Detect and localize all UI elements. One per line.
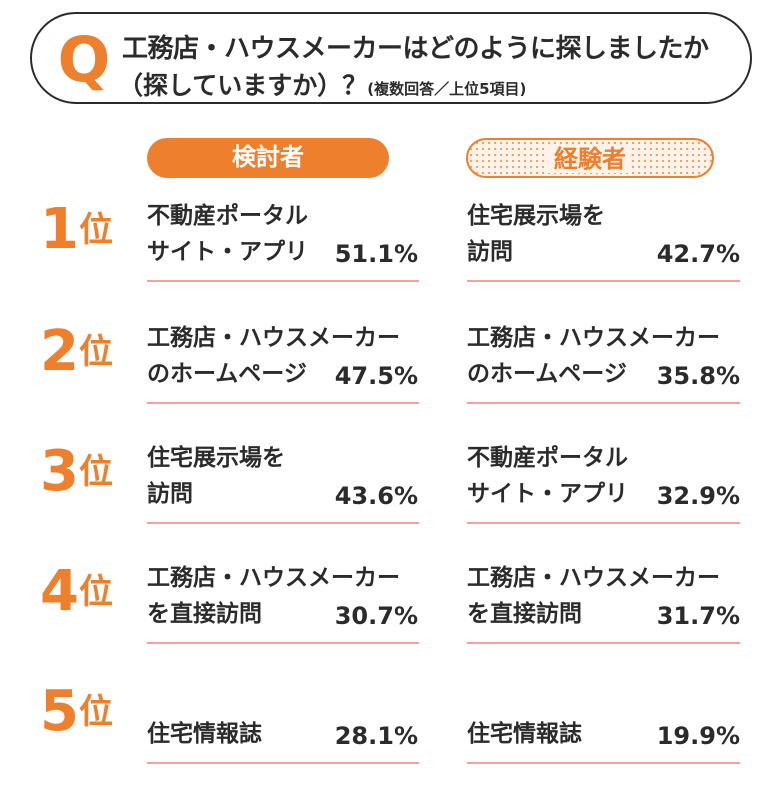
item-label-line2: 訪問: [147, 481, 193, 507]
item-label-line1: 工務店・ハウスメーカー: [147, 325, 400, 351]
rank-number: 1: [40, 197, 79, 262]
item-percentage: 30.7%: [334, 602, 418, 630]
rank-number: 4: [40, 559, 79, 624]
item-percentage: 47.5%: [334, 362, 418, 390]
rank-row-5: 5位 住宅情報誌 28.1% 住宅情報誌 19.9%: [0, 678, 768, 785]
item-label-line1: 住宅展示場を: [467, 203, 605, 229]
item-label-line2: のホームページ: [147, 361, 307, 387]
item-percentage: 19.9%: [656, 722, 740, 750]
rank-suffix: 位: [78, 452, 113, 492]
rank-number: 3: [40, 439, 79, 504]
item-label-line1: 工務店・ハウスメーカー: [467, 565, 720, 591]
question-note: (複数回答／上位5項目): [367, 80, 527, 98]
item-label-line2: を直接訪問: [467, 601, 582, 627]
rank-label: 2位: [40, 320, 136, 400]
column-header-experienced: 経験者: [466, 138, 714, 178]
rank-label: 4位: [40, 560, 136, 640]
row-divider: [147, 642, 419, 644]
row-divider: [467, 402, 740, 404]
rank-number: 5: [40, 679, 79, 744]
item-label-line2: 住宅情報誌: [467, 721, 582, 747]
item-label-line2: サイト・アプリ: [147, 239, 308, 265]
question-subtitle-text: （探していますか）？: [118, 71, 368, 100]
column-header-considering: 検討者: [147, 138, 389, 178]
rank-suffix: 位: [78, 572, 113, 612]
item-label-line1: 住宅展示場を: [147, 445, 285, 471]
item-percentage: 51.1%: [334, 240, 418, 268]
row-divider: [467, 522, 740, 524]
rank-row-2: 2位 工務店・ハウスメーカー のホームページ 47.5% 工務店・ハウスメーカー…: [0, 318, 768, 438]
row-divider: [147, 522, 419, 524]
item-label-line1: 不動産ポータル: [147, 203, 308, 229]
item-percentage: 35.8%: [656, 362, 740, 390]
column-header-experienced-label: 経験者: [548, 145, 632, 173]
row-divider: [467, 280, 740, 282]
item-percentage: 32.9%: [656, 482, 740, 510]
item-label-line1: 工務店・ハウスメーカー: [147, 565, 400, 591]
question-box: Q 工務店・ハウスメーカーはどのように探しましたか （探していますか）？(複数回…: [30, 12, 752, 104]
item-label-line2: サイト・アプリ: [467, 481, 628, 507]
row-divider: [467, 642, 740, 644]
rank-number: 2: [40, 319, 79, 384]
rank-label: 5位: [40, 680, 136, 760]
question-subtitle: （探していますか）？(複数回答／上位5項目): [118, 66, 526, 102]
item-percentage: 31.7%: [656, 602, 740, 630]
item-label-line2: 住宅情報誌: [147, 721, 262, 747]
rank-suffix: 位: [78, 692, 113, 732]
rank-label: 3位: [40, 440, 136, 520]
rank-row-3: 3位 住宅展示場を 訪問 43.6% 不動産ポータル サイト・アプリ 32.9%: [0, 438, 768, 558]
row-divider: [467, 762, 740, 764]
row-divider: [147, 280, 419, 282]
rank-row-4: 4位 工務店・ハウスメーカー を直接訪問 30.7% 工務店・ハウスメーカー を…: [0, 558, 768, 678]
rank-label: 1位: [40, 198, 136, 278]
item-label-line1: 不動産ポータル: [467, 445, 628, 471]
row-divider: [147, 402, 419, 404]
item-label-line1: 工務店・ハウスメーカー: [467, 325, 720, 351]
item-percentage: 42.7%: [656, 240, 740, 268]
rank-row-1: 1位 不動産ポータル サイト・アプリ 51.1% 住宅展示場を 訪問 42.7%: [0, 196, 768, 316]
question-title: 工務店・ハウスメーカーはどのように探しましたか: [122, 34, 709, 64]
question-mark-letter: Q: [57, 23, 111, 96]
item-label-line2: 訪問: [467, 239, 513, 265]
item-percentage: 43.6%: [334, 482, 418, 510]
rank-suffix: 位: [78, 332, 113, 372]
item-percentage: 28.1%: [334, 722, 418, 750]
row-divider: [147, 762, 419, 764]
item-label-line2: のホームページ: [467, 361, 627, 387]
item-label-line2: を直接訪問: [147, 601, 262, 627]
rank-suffix: 位: [78, 210, 113, 250]
